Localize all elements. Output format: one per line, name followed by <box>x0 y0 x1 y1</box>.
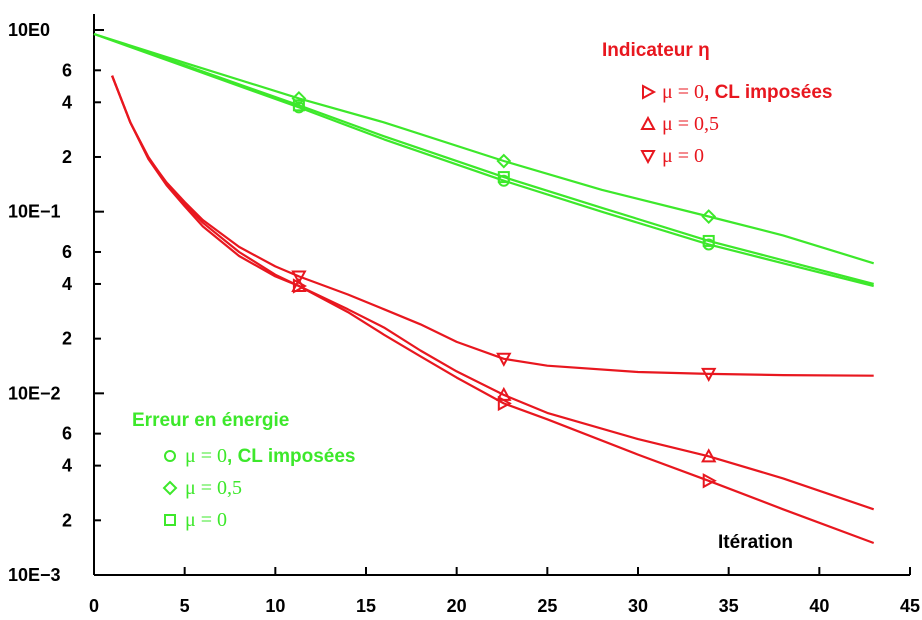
y-tick-label: 4 <box>62 92 72 112</box>
x-tick-label: 20 <box>447 596 467 616</box>
data-point-4-2 <box>291 91 307 106</box>
legend-entry-suffix: , CL imposées <box>704 82 832 103</box>
series-line-2 <box>111 75 874 377</box>
legend-entry-math: μ = 0 <box>662 81 704 103</box>
y-tick-label: 2 <box>62 329 72 349</box>
x-tick-label: 15 <box>356 596 376 616</box>
data-point-1-8 <box>291 277 307 292</box>
legend-entry-math: μ = 0 <box>185 509 227 531</box>
x-ticks: 0 5 10 15 20 25 30 35 40 45 <box>89 567 920 616</box>
y-tick-label: 10E−2 <box>8 383 61 403</box>
legend-title-indicateur: Indicateur η <box>602 40 710 61</box>
legend-entry-label: μ = 0,5 <box>662 113 719 135</box>
series-line-4 <box>93 32 875 265</box>
data-point-1-16 <box>701 448 717 463</box>
x-tick-label: 40 <box>809 596 829 616</box>
y-tick-label: 6 <box>62 242 72 262</box>
series-markers <box>291 91 717 489</box>
data-point-2-13 <box>496 352 512 367</box>
data-point-4-6 <box>701 209 717 224</box>
y-tick-label: 10E−1 <box>8 202 61 222</box>
y-tick-label: 10E−3 <box>8 565 61 585</box>
legend-marker-square <box>164 514 176 526</box>
x-tick-label: 0 <box>89 596 99 616</box>
y-tick-label: 2 <box>62 510 72 530</box>
legend-entry-label: μ = 0, CL imposées <box>662 81 833 103</box>
data-point-2-8 <box>291 270 307 285</box>
data-point-5-2 <box>292 99 305 112</box>
legend-entry-label: μ = 0 <box>185 509 227 531</box>
data-point-5-6 <box>702 234 715 247</box>
series-line-3 <box>93 32 874 288</box>
series-lines <box>93 32 875 545</box>
legend-entry-suffix: , CL imposées <box>227 446 355 467</box>
legend-marker-triangle-down <box>640 150 656 165</box>
legend-entry-math: μ = 0,5 <box>662 113 719 135</box>
x-axis-label: Itération <box>718 532 793 553</box>
legend-entry-math: μ = 0,5 <box>185 477 242 499</box>
legend-entry-label: μ = 0, CL imposées <box>185 445 356 467</box>
series-line-1 <box>111 75 875 511</box>
legend-marker-diamond <box>162 480 178 496</box>
legend-entry-label: μ = 0,5 <box>185 477 242 499</box>
legend-entry-label: μ = 0 <box>662 145 704 167</box>
data-point-0-16 <box>702 473 717 489</box>
y-tick-label: 6 <box>62 60 72 80</box>
legend-marker-triangle-up <box>640 115 656 130</box>
legend-entry-math: μ = 0 <box>185 445 227 467</box>
legend-title-erreur: Erreur en énergie <box>132 410 289 431</box>
legend-marker-circle <box>164 450 176 462</box>
data-point-1-13 <box>496 386 512 401</box>
y-tick-label: 10E0 <box>8 20 50 40</box>
y-tick-label: 2 <box>62 147 72 167</box>
series-line-0 <box>111 75 875 545</box>
y-tick-label: 6 <box>62 424 72 444</box>
legend-marker-triangle-right <box>642 84 657 100</box>
x-tick-label: 25 <box>537 596 557 616</box>
data-point-2-16 <box>701 367 717 382</box>
data-point-4-4 <box>496 153 512 169</box>
series-line-5 <box>93 32 874 286</box>
data-point-5-4 <box>497 171 510 184</box>
legend-entry-math: μ = 0 <box>662 145 704 167</box>
y-tick-label: 4 <box>62 274 72 294</box>
y-tick-label: 4 <box>62 456 72 476</box>
x-tick-label: 10 <box>265 596 285 616</box>
x-tick-label: 35 <box>719 596 739 616</box>
x-tick-label: 30 <box>628 596 648 616</box>
x-tick-label: 5 <box>180 596 190 616</box>
x-tick-label: 45 <box>900 596 920 616</box>
